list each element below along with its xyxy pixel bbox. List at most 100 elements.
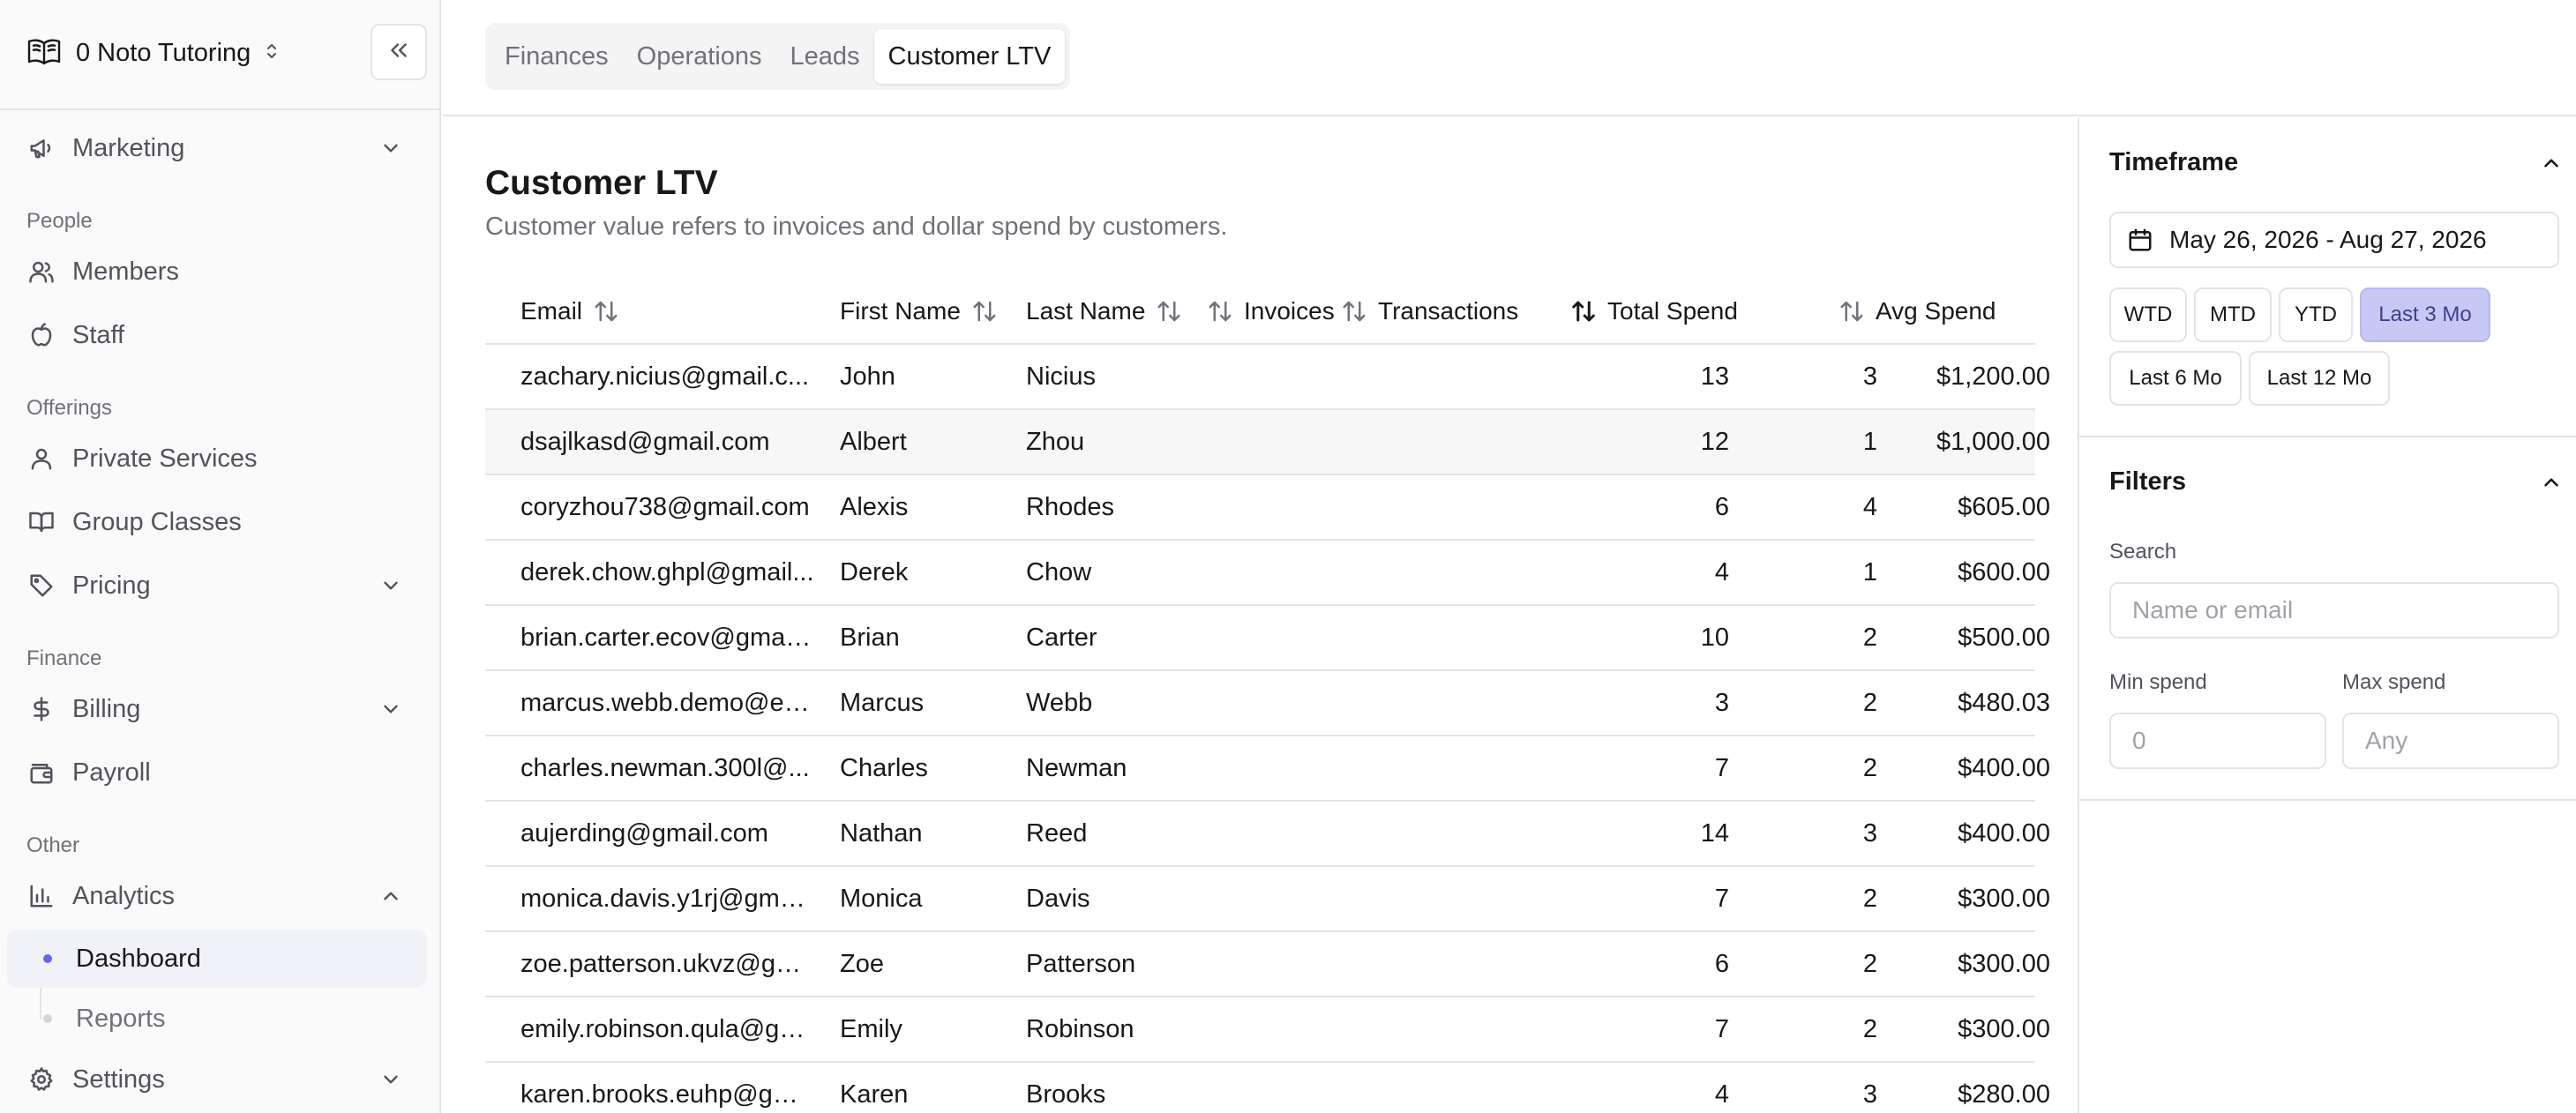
sidebar: 0 Noto Tutoring Marketing People Members… bbox=[0, 0, 441, 1113]
collapse-sidebar-button[interactable] bbox=[371, 24, 427, 80]
panel-divider bbox=[2079, 799, 2576, 801]
active-dot bbox=[43, 954, 52, 963]
cell-first-name: Derek bbox=[840, 558, 909, 586]
cell-transactions: 2 bbox=[1862, 885, 1877, 913]
cell-email: coryzhou738@gmail.com bbox=[520, 493, 810, 521]
group-label-people: People bbox=[26, 209, 93, 233]
table-row[interactable]: karen.brooks.euhp@gm... Karen Brooks 4 3 $280… bbox=[485, 1063, 2308, 1113]
sidebar-item-group-classes[interactable]: Group Classes bbox=[7, 496, 427, 549]
sidebar-item-marketing[interactable]: Marketing bbox=[7, 122, 427, 175]
cell-total-spend: $500.00 bbox=[1958, 624, 2050, 652]
sidebar-item-pricing[interactable]: Pricing bbox=[7, 559, 427, 612]
cell-first-name: Emily bbox=[840, 1015, 902, 1043]
chevron-up-icon bbox=[376, 881, 406, 911]
column-header-total-spend[interactable]: Total Spend bbox=[1570, 278, 1738, 345]
cell-transactions: 3 bbox=[1862, 1080, 1877, 1109]
preset-mtd-button[interactable]: MTD bbox=[2194, 288, 2272, 342]
table-row[interactable]: monica.davis.y1rj@gmai... Monica Davis 7 2 $3… bbox=[485, 867, 2308, 932]
sidebar-item-label: Pricing bbox=[72, 571, 151, 600]
cell-email: monica.davis.y1rj@gmai... bbox=[520, 885, 815, 913]
cell-total-spend: $300.00 bbox=[1958, 885, 2050, 913]
cell-last-name: Webb bbox=[1026, 689, 1093, 717]
column-header-first-name[interactable]: First Name bbox=[840, 278, 998, 345]
column-label: Avg Spend bbox=[1876, 297, 1996, 325]
apple-icon bbox=[26, 320, 56, 350]
date-range-picker[interactable]: May 26, 2026 - Aug 27, 2026 bbox=[2109, 212, 2559, 268]
preset-last-6-mo-button[interactable]: Last 6 Mo bbox=[2109, 351, 2242, 406]
cell-first-name: Marcus bbox=[840, 689, 925, 717]
cell-first-name: Zoe bbox=[840, 950, 884, 978]
cell-first-name: Nathan bbox=[840, 819, 923, 848]
search-input[interactable] bbox=[2109, 582, 2559, 639]
cell-total-spend: $600.00 bbox=[1958, 558, 2050, 586]
cell-last-name: Nicius bbox=[1026, 362, 1096, 391]
table-row[interactable]: zoe.patterson.ukvz@gm... Zoe Patterson 6 2 $3… bbox=[485, 932, 2308, 997]
sidebar-item-private-services[interactable]: Private Services bbox=[7, 432, 427, 485]
column-header-email[interactable]: Email bbox=[520, 278, 619, 345]
cell-last-name: Newman bbox=[1026, 754, 1127, 782]
min-spend-input[interactable] bbox=[2109, 713, 2326, 769]
table-row[interactable]: derek.chow.ghpl@gmail... Derek Chow 4 1 $600.… bbox=[485, 541, 2308, 606]
chevron-down-icon bbox=[376, 694, 406, 724]
preset-last-12-mo-button[interactable]: Last 12 Mo bbox=[2249, 351, 2390, 406]
table-row[interactable]: dsajlkasd@gmail.com Albert Zhou 12 1 $1,000.0… bbox=[485, 410, 2308, 475]
user-icon bbox=[26, 444, 56, 474]
column-header-last-name[interactable]: Last Name bbox=[1026, 278, 1182, 345]
tag-icon bbox=[26, 571, 56, 601]
group-label-offerings: Offerings bbox=[26, 396, 112, 420]
max-spend-input[interactable] bbox=[2342, 713, 2559, 769]
column-header-transactions[interactable]: Transactions bbox=[1341, 278, 1518, 345]
sidebar-item-label: Members bbox=[72, 257, 179, 286]
cell-invoices: 4 bbox=[1714, 558, 1729, 586]
org-switcher[interactable]: 0 Noto Tutoring bbox=[26, 26, 279, 79]
cell-email: charles.newman.300l@... bbox=[520, 754, 810, 782]
sidebar-item-label: Payroll bbox=[72, 758, 151, 787]
cell-total-spend: $400.00 bbox=[1958, 819, 2050, 848]
preset-ytd-button[interactable]: YTD bbox=[2279, 288, 2353, 342]
sidebar-item-payroll[interactable]: Payroll bbox=[7, 746, 427, 799]
tree-line bbox=[40, 958, 41, 1020]
org-name: 0 Noto Tutoring bbox=[76, 38, 251, 67]
cell-last-name: Zhou bbox=[1026, 428, 1085, 456]
customer-ltv-table: Email First Name Last Name Invoices Tran… bbox=[485, 278, 2308, 1113]
sidebar-item-dashboard[interactable]: Dashboard bbox=[7, 930, 427, 988]
table-row[interactable]: charles.newman.300l@... Charles Newman 7 2 $4… bbox=[485, 736, 2308, 802]
sidebar-item-label: Group Classes bbox=[72, 507, 242, 536]
table-row[interactable]: emily.robinson.qula@gm... Emily Robinson 7 2… bbox=[485, 997, 2308, 1063]
cell-total-spend: $300.00 bbox=[1958, 1015, 2050, 1043]
sidebar-item-staff[interactable]: Staff bbox=[7, 309, 427, 362]
sidebar-item-billing[interactable]: Billing bbox=[7, 683, 427, 736]
preset-last-3-mo-button[interactable]: Last 3 Mo bbox=[2360, 288, 2490, 342]
table-row[interactable]: brian.carter.ecov@gmail... Brian Carter 10 2… bbox=[485, 606, 2308, 671]
table-row[interactable]: marcus.webb.demo@ex... Marcus Webb 3 2 $480.0… bbox=[485, 671, 2308, 736]
tab-customer-ltv[interactable]: Customer LTV bbox=[873, 29, 1066, 84]
chevron-down-icon bbox=[376, 1064, 406, 1094]
cell-email: aujerding@gmail.com bbox=[520, 819, 768, 848]
table-row[interactable]: coryzhou738@gmail.com Alexis Rhodes 6 4 $605.… bbox=[485, 475, 2308, 541]
cell-invoices: 14 bbox=[1700, 819, 1729, 848]
sort-icon bbox=[595, 301, 618, 322]
table-row[interactable]: zachary.nicius@gmail.c... John Nicius 13 3 $1… bbox=[485, 345, 2308, 410]
column-label: Invoices bbox=[1244, 297, 1335, 325]
sidebar-item-reports[interactable]: Reports bbox=[7, 990, 427, 1048]
preset-wtd-button[interactable]: WTD bbox=[2109, 288, 2187, 342]
tab-leads[interactable]: Leads bbox=[790, 41, 860, 71]
cell-total-spend: $605.00 bbox=[1958, 493, 2050, 521]
cell-email: zoe.patterson.ukvz@gm... bbox=[520, 950, 815, 978]
sidebar-item-label: Billing bbox=[72, 694, 141, 723]
sidebar-item-analytics[interactable]: Analytics bbox=[7, 870, 427, 923]
tab-operations[interactable]: Operations bbox=[636, 41, 762, 71]
sidebar-item-members[interactable]: Members bbox=[7, 245, 427, 298]
column-header-avg-spend[interactable]: Avg Spend bbox=[1838, 278, 1996, 345]
table-row[interactable]: aujerding@gmail.comNathanReed143$400.00$… bbox=[485, 802, 2308, 867]
cell-email: zachary.nicius@gmail.c... bbox=[520, 362, 810, 391]
chevron-up-icon[interactable] bbox=[2540, 152, 2563, 175]
chevron-up-icon[interactable] bbox=[2540, 471, 2563, 494]
column-header-invoices[interactable]: Invoices bbox=[1207, 278, 1335, 345]
cell-invoices: 7 bbox=[1714, 1015, 1729, 1043]
search-label: Search bbox=[2109, 540, 2177, 564]
sidebar-item-settings[interactable]: Settings bbox=[7, 1053, 427, 1106]
page-subtitle: Customer value refers to invoices and do… bbox=[485, 213, 1228, 241]
tab-finances[interactable]: Finances bbox=[505, 41, 609, 71]
chevrons-left-icon bbox=[387, 39, 410, 66]
